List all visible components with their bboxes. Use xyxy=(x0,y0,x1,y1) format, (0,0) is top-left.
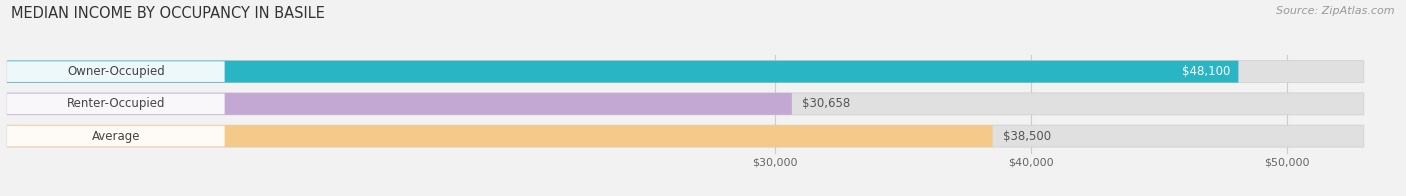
FancyBboxPatch shape xyxy=(7,93,225,114)
FancyBboxPatch shape xyxy=(7,93,1364,115)
FancyBboxPatch shape xyxy=(7,61,1239,83)
Text: $30,658: $30,658 xyxy=(801,97,851,110)
FancyBboxPatch shape xyxy=(7,61,1364,83)
FancyBboxPatch shape xyxy=(7,93,792,115)
Text: $48,100: $48,100 xyxy=(1182,65,1230,78)
Text: Renter-Occupied: Renter-Occupied xyxy=(66,97,165,110)
FancyBboxPatch shape xyxy=(7,125,1364,147)
FancyBboxPatch shape xyxy=(7,126,225,146)
FancyBboxPatch shape xyxy=(7,61,225,82)
Text: MEDIAN INCOME BY OCCUPANCY IN BASILE: MEDIAN INCOME BY OCCUPANCY IN BASILE xyxy=(11,6,325,21)
Text: Source: ZipAtlas.com: Source: ZipAtlas.com xyxy=(1277,6,1395,16)
Text: Average: Average xyxy=(91,130,141,143)
FancyBboxPatch shape xyxy=(7,125,993,147)
Text: Owner-Occupied: Owner-Occupied xyxy=(67,65,165,78)
Text: $38,500: $38,500 xyxy=(1002,130,1052,143)
